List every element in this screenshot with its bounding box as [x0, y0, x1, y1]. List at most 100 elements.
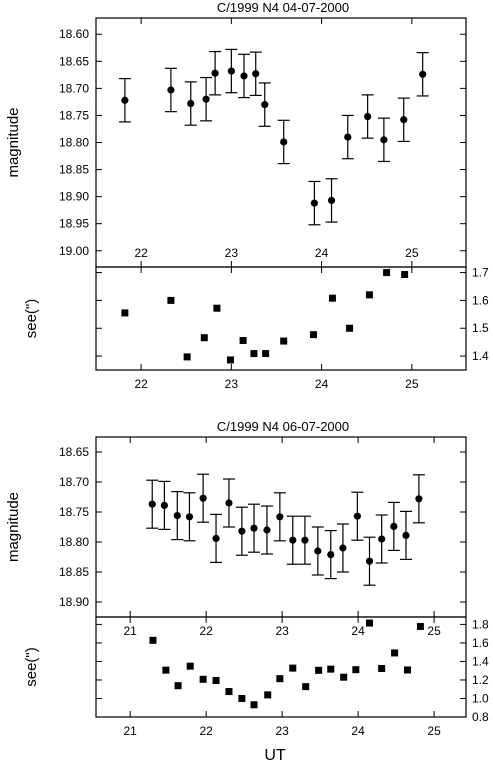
- x-tick-label: 21: [124, 624, 138, 638]
- magnitude-point: [261, 101, 269, 109]
- y-tick-label: 18.85: [59, 565, 89, 579]
- y-tick-label: 1.6: [472, 293, 489, 307]
- magnitude-point: [365, 557, 374, 565]
- x-tick-label: 22: [199, 624, 213, 638]
- x-tick-label: 22: [134, 246, 148, 260]
- x-tick-label: 23: [275, 724, 289, 738]
- y-axis-label: see("): [23, 647, 40, 687]
- seeing-point: [403, 666, 411, 674]
- chart-title: C/1999 N4 06-07-2000: [217, 419, 349, 434]
- y-tick-label: 18.95: [59, 217, 89, 231]
- y-tick-label: 18.70: [59, 475, 89, 489]
- x-tick-label: 25: [427, 724, 441, 738]
- y-tick-label: 18.80: [59, 535, 89, 549]
- chart-04-07-2000: C/1999 N4 04-07-2000 22 22 23 23 24 24 25 25 18.6…: [5, 0, 489, 391]
- magnitude-point: [121, 96, 129, 104]
- x-tick-label: 24: [351, 724, 365, 738]
- seeing-point: [391, 649, 399, 657]
- x-tick-label: 22: [134, 377, 148, 391]
- y-tick-label: 1.8: [472, 617, 489, 631]
- magnitude-point: [280, 138, 288, 146]
- y-tick-label: 1.6: [472, 636, 489, 650]
- seeing-point: [328, 294, 336, 302]
- x-tick-label: 23: [225, 246, 239, 260]
- seeing-point: [167, 296, 175, 304]
- magnitude-point: [415, 495, 423, 503]
- magnitude-point: [289, 536, 297, 544]
- y-tick-label: 18.75: [59, 505, 89, 519]
- x-tick-label: 23: [225, 377, 239, 391]
- x-tick-label: 24: [351, 624, 365, 638]
- seeing-point: [309, 331, 317, 339]
- y-tick-label: 1.0: [472, 691, 489, 705]
- y-tick-label: 1.5: [472, 321, 489, 335]
- magnitude-point: [250, 524, 258, 532]
- y-tick-label: 18.75: [59, 108, 89, 122]
- seeing-point: [262, 350, 270, 358]
- x-tick-label: 24: [315, 246, 329, 260]
- y-tick-label: 18.70: [59, 81, 89, 95]
- seeing-point: [378, 664, 386, 672]
- y-tick-label: 1.7: [472, 266, 489, 280]
- y-tick-label: 18.60: [59, 27, 89, 41]
- magnitude-point: [419, 70, 427, 78]
- seeing-point: [280, 337, 288, 345]
- y-tick-label: 18.90: [59, 595, 89, 609]
- magnitude-point: [187, 99, 195, 108]
- magnitude-point: [310, 199, 318, 207]
- x-tick-label: 25: [405, 377, 419, 391]
- x-tick-label: 21: [124, 724, 138, 738]
- seeing-point: [199, 675, 207, 683]
- seeing-point: [225, 688, 233, 696]
- y-axis-label: see("): [23, 299, 40, 339]
- y-axis-label: magnitude: [5, 492, 22, 562]
- magnitude-point: [263, 526, 271, 534]
- y-tick-label: 18.85: [59, 163, 89, 177]
- x-tick-label: 22: [199, 724, 213, 738]
- chart-title: C/1999 N4 04-07-2000: [217, 0, 349, 15]
- seeing-point: [365, 291, 373, 299]
- seeing-point: [383, 269, 391, 277]
- x-tick-label: 24: [315, 377, 329, 391]
- seeing-point: [212, 677, 220, 685]
- x-axis-label: UT: [264, 747, 286, 764]
- magnitude-point: [160, 501, 168, 509]
- seeing-point: [162, 666, 170, 674]
- magnitude-point: [301, 536, 309, 544]
- magnitude-point: [402, 531, 410, 540]
- seeing-point: [250, 350, 258, 358]
- magnitude-point: [212, 534, 220, 543]
- y-axis-label: magnitude: [5, 107, 22, 177]
- magnitude-point: [344, 133, 352, 141]
- seeing-point: [186, 662, 194, 670]
- seeing-point: [302, 683, 310, 691]
- seeing-point: [340, 673, 348, 681]
- y-tick-label: 1.4: [472, 654, 489, 668]
- y-tick-label: 18.90: [59, 190, 89, 204]
- magnitude-point: [185, 513, 194, 521]
- lower-panel-frame: [95, 616, 467, 718]
- seeing-point: [366, 619, 374, 627]
- magnitude-point: [314, 547, 322, 555]
- magnitude-point: [364, 112, 372, 121]
- y-tick-label: 1.4: [472, 349, 489, 363]
- magnitude-point: [400, 116, 408, 124]
- magnitude-point: [202, 95, 210, 103]
- seeing-point: [226, 356, 234, 364]
- seeing-point: [121, 309, 129, 317]
- seeing-point: [250, 701, 258, 709]
- seeing-point: [276, 675, 284, 683]
- y-tick-label: 1.2: [472, 673, 489, 687]
- magnitude-point: [327, 551, 335, 559]
- x-tick-label: 25: [427, 624, 441, 638]
- magnitude-point: [339, 544, 347, 552]
- seeing-point: [149, 636, 157, 644]
- chart-06-07-2000: C/1999 N4 06-07-2000 21 21 22 22 23 23 24 24 25 25…: [5, 419, 489, 738]
- x-tick-label: 23: [275, 624, 289, 638]
- magnitude-point: [380, 136, 388, 144]
- seeing-point: [352, 666, 360, 674]
- magnitude-point: [378, 535, 386, 543]
- y-tick-label: 19.00: [59, 244, 89, 258]
- y-tick-label: 0.8: [472, 710, 489, 724]
